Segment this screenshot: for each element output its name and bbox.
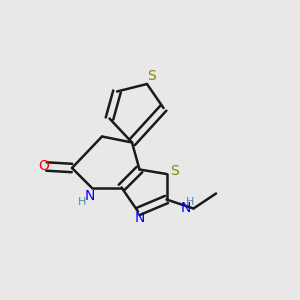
Text: S: S — [147, 70, 156, 83]
Text: H: H — [78, 197, 87, 207]
Text: H: H — [186, 197, 195, 207]
Text: N: N — [134, 211, 145, 225]
Text: S: S — [170, 164, 179, 178]
Text: O: O — [38, 160, 49, 173]
Text: N: N — [181, 201, 191, 215]
Text: N: N — [85, 189, 95, 203]
